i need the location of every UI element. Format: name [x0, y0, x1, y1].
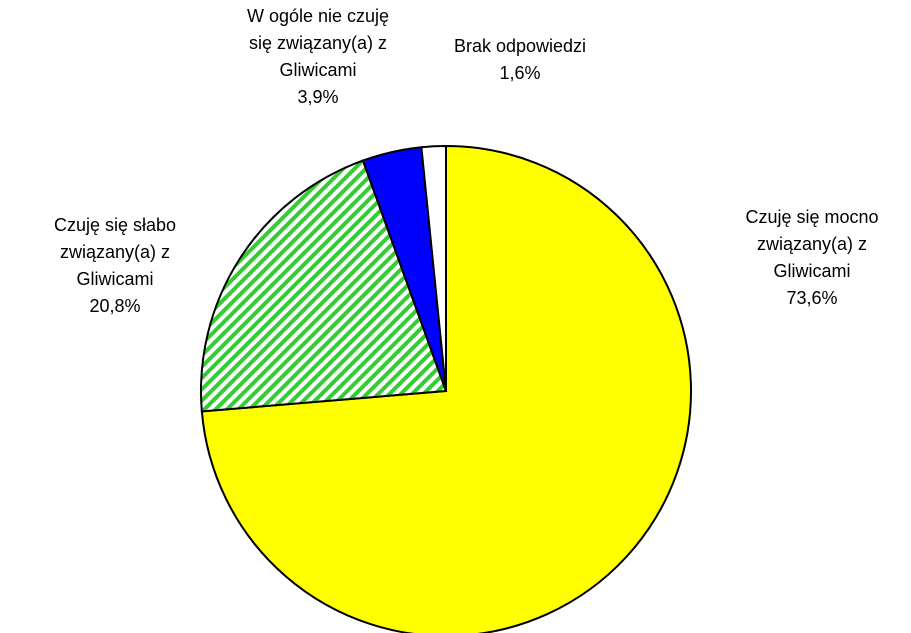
category-label: Czuję się słabo związany(a) z Gliwicami [53, 215, 177, 289]
pie-slice [420, 144, 447, 392]
value-label: 3,9% [297, 87, 339, 107]
value-label: 1,6% [499, 63, 541, 83]
slice-label: W ogóle nie czuję się związany(a) z Gliw… [233, 3, 403, 111]
value-label: 20,8% [89, 296, 141, 316]
slice-label: Czuję się słabo związany(a) z Gliwicami 2… [40, 212, 190, 320]
category-label: Czuję się mocno związany(a) z Gliwicami [745, 207, 879, 281]
slice-label: Brak odpowiedzi 1,6% [435, 33, 605, 87]
category-label: W ogóle nie czuję się związany(a) z Gliw… [246, 6, 390, 80]
slice-label: Czuję się mocno związany(a) z Gliwicami 7… [727, 204, 897, 312]
category-label: Brak odpowiedzi [453, 36, 587, 56]
value-label: 73,6% [786, 288, 838, 308]
